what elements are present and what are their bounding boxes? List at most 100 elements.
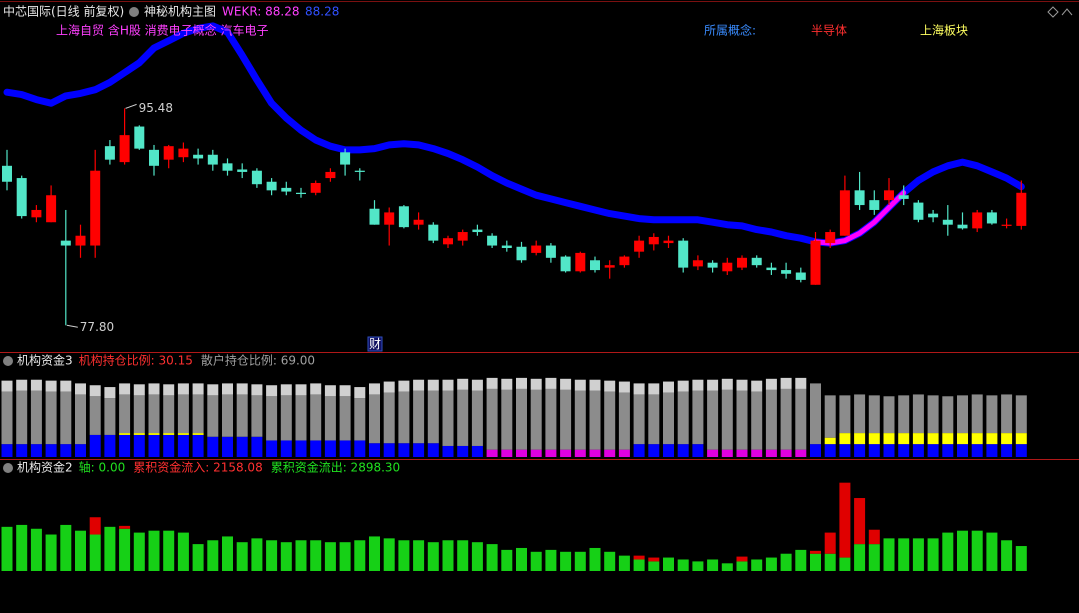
bar-segment [60, 524, 72, 571]
bar-segment [133, 395, 145, 434]
menu-icon[interactable] [3, 356, 13, 366]
bar-segment [89, 534, 101, 571]
bar-segment [824, 553, 836, 571]
bar-segment [427, 390, 439, 444]
candle-body [149, 149, 159, 166]
bar-segment [927, 395, 939, 434]
candle-body [501, 245, 512, 248]
candle-body [545, 245, 556, 258]
bar-segment [251, 436, 263, 457]
candle-body [193, 154, 204, 159]
bar-segment [280, 384, 292, 396]
bar-segment [16, 444, 28, 457]
bar-segment [957, 433, 968, 445]
bar-segment [16, 524, 28, 571]
bar-segment [692, 379, 704, 391]
bar-segment [501, 378, 513, 390]
bar-segment [927, 538, 939, 571]
bar-segment [280, 542, 292, 571]
bar-segment [868, 444, 880, 457]
bar-segment [692, 444, 704, 457]
bar-segment [354, 387, 366, 399]
bar-segment [810, 550, 821, 554]
bar-segment [177, 434, 189, 457]
bar-segment [516, 547, 527, 571]
bar-segment [45, 534, 57, 571]
bar-segment [795, 549, 807, 571]
bar-segment [648, 561, 660, 571]
bar-segment [765, 389, 777, 450]
bar-segment [280, 440, 292, 457]
template-name[interactable]: 神秘机构主图 [144, 4, 216, 19]
bar-segment [310, 394, 322, 441]
bar-segment [163, 395, 175, 434]
bar-segment [618, 381, 630, 393]
candle-body [957, 224, 968, 229]
bar-segment [942, 433, 954, 445]
bar-segment [457, 389, 469, 446]
bar-segment [45, 391, 57, 445]
bar-segment [574, 379, 586, 391]
candle-body [222, 163, 233, 171]
bar-segment [207, 384, 219, 396]
bar-segment [957, 444, 968, 457]
menu-icon[interactable] [3, 463, 13, 473]
bar-segment [442, 540, 454, 571]
bar-segment [398, 391, 410, 444]
candle-body [296, 192, 306, 195]
bar-segment [1, 380, 13, 392]
bar-segment [486, 377, 498, 389]
bar-segment [883, 444, 895, 457]
candle-body [810, 240, 821, 285]
bar-segment [839, 482, 851, 558]
bar-segment [574, 551, 586, 571]
bar-segment [339, 542, 351, 571]
bar-segment [574, 390, 586, 450]
bar-segment [266, 396, 278, 441]
finance-marker-box[interactable] [367, 336, 383, 352]
bar-segment [971, 433, 983, 445]
bar-segment [795, 377, 807, 389]
panel-title: 机构资金2 [17, 460, 73, 475]
candle-body [237, 169, 248, 172]
collapse-icon[interactable] [1061, 8, 1073, 16]
candle-body [281, 187, 292, 192]
bar-segment [119, 525, 131, 529]
candle-body [913, 202, 924, 220]
bar-segment [324, 542, 336, 571]
menu-icon[interactable] [129, 7, 139, 17]
bar-segment [721, 563, 733, 571]
bar-segment [589, 547, 601, 571]
candle-body [604, 265, 615, 268]
bar-segment [530, 551, 542, 571]
bar-segment [222, 536, 233, 571]
bar-segment [736, 449, 748, 457]
candle-body [31, 209, 42, 218]
annotation-label: 77.80 [80, 320, 114, 334]
bar-segment [1001, 540, 1013, 571]
bar-segment [1015, 395, 1027, 434]
bar-segment [854, 498, 866, 545]
bar-segment [177, 394, 189, 434]
bar-segment [16, 390, 28, 445]
candle-body [854, 190, 865, 206]
expand-icon[interactable] [1047, 6, 1059, 18]
candle-body [766, 267, 777, 271]
bar-segment [707, 559, 719, 571]
bar-segment [912, 433, 924, 445]
bar-segment [148, 434, 160, 457]
bar-segment [927, 444, 939, 457]
bar-segment [236, 542, 248, 571]
bar-segment [427, 443, 439, 457]
bar-segment [677, 444, 689, 457]
bar-segment [589, 449, 601, 457]
candle-body [266, 181, 277, 191]
bar-segment [324, 385, 336, 397]
candle-body [428, 224, 439, 241]
bar-segment [75, 530, 86, 571]
bar-segment [192, 544, 204, 571]
candle-body [751, 257, 762, 266]
finance-marker[interactable]: 财 [369, 337, 381, 351]
bar-segment [663, 392, 674, 445]
bar-segment [89, 517, 101, 535]
